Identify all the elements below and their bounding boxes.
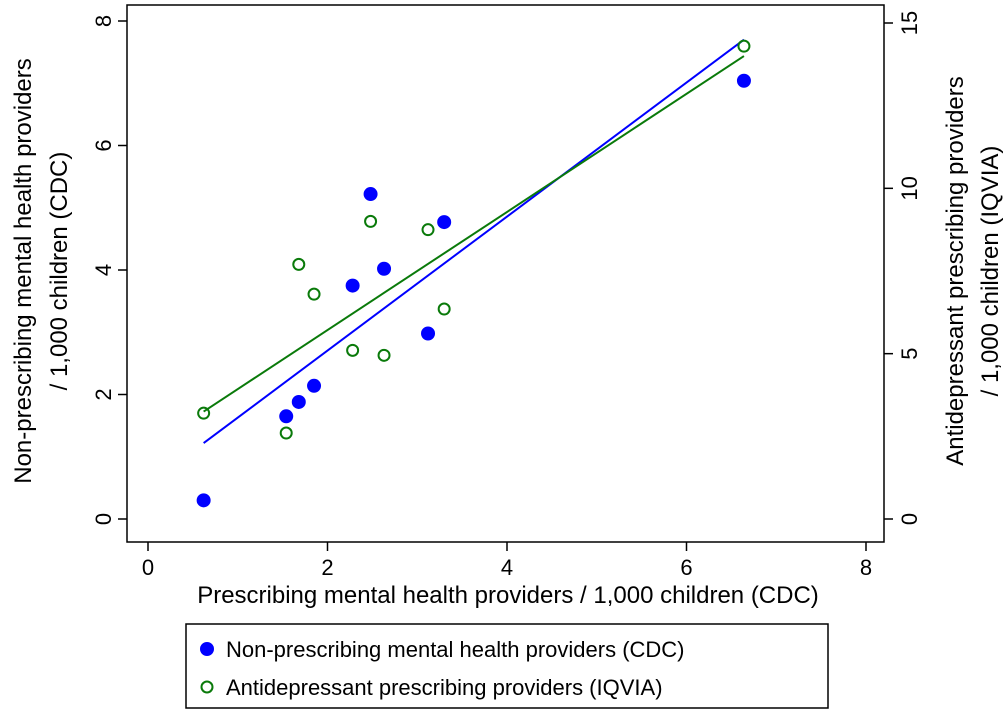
point-cdc bbox=[345, 278, 360, 293]
fit-line-cdc bbox=[203, 38, 745, 444]
x-tick-label: 4 bbox=[501, 555, 513, 580]
left-axis-ticks: 0 2 4 6 8 bbox=[91, 15, 127, 525]
x-tick-label: 8 bbox=[860, 555, 872, 580]
point-cdc bbox=[421, 326, 436, 341]
plot-frame bbox=[126, 4, 885, 543]
right-axis-title: Antidepressant prescribing providers / 1… bbox=[942, 76, 1003, 466]
left-axis-title-line2: / 1,000 children (CDC) bbox=[46, 152, 73, 391]
right-axis-title-line1: Antidepressant prescribing providers bbox=[942, 76, 969, 466]
fit-lines bbox=[203, 38, 745, 444]
left-axis-title-line1: Non-prescribing mental health providers bbox=[10, 58, 37, 484]
legend: Non-prescribing mental health providers … bbox=[185, 623, 829, 709]
point-iqvia bbox=[364, 214, 378, 228]
right-tick-label: 5 bbox=[897, 348, 922, 360]
point-iqvia bbox=[737, 39, 751, 53]
left-tick-label: 2 bbox=[91, 388, 116, 400]
x-axis-ticks: 0 2 4 6 8 bbox=[142, 542, 872, 580]
x-axis-title: Prescribing mental health providers / 1,… bbox=[197, 582, 819, 609]
left-tick-label: 0 bbox=[91, 513, 116, 525]
left-axis-title: Non-prescribing mental health providers … bbox=[10, 58, 73, 484]
x-tick-label: 6 bbox=[680, 555, 692, 580]
point-iqvia bbox=[346, 343, 360, 357]
right-axis-title-line2: / 1,000 children (IQVIA) bbox=[977, 146, 1003, 397]
point-cdc bbox=[279, 409, 294, 424]
right-tick-label: 15 bbox=[897, 11, 922, 35]
legend-marker-iqvia bbox=[200, 680, 214, 694]
legend-marker-cdc bbox=[200, 642, 214, 656]
point-iqvia bbox=[307, 287, 321, 301]
fit-line-iqvia bbox=[203, 55, 745, 413]
x-tick-label: 0 bbox=[142, 555, 154, 580]
point-iqvia bbox=[197, 406, 211, 420]
right-tick-label: 10 bbox=[897, 176, 922, 200]
point-iqvia bbox=[437, 302, 451, 316]
point-cdc bbox=[291, 394, 306, 409]
right-axis-ticks: 0 5 10 15 bbox=[884, 11, 922, 525]
point-iqvia bbox=[421, 223, 435, 237]
x-tick-label: 2 bbox=[321, 555, 333, 580]
legend-label-cdc: Non-prescribing mental health providers … bbox=[226, 637, 685, 662]
point-iqvia bbox=[279, 426, 293, 440]
point-iqvia bbox=[377, 348, 391, 362]
data-points bbox=[196, 39, 751, 508]
right-tick-label: 0 bbox=[897, 513, 922, 525]
point-cdc bbox=[196, 493, 211, 508]
left-tick-label: 8 bbox=[91, 15, 116, 27]
point-iqvia bbox=[292, 257, 306, 271]
point-cdc bbox=[377, 261, 392, 276]
legend-box bbox=[185, 623, 829, 709]
legend-label-iqvia: Antidepressant prescribing providers (IQ… bbox=[226, 675, 663, 700]
point-cdc bbox=[437, 215, 452, 230]
left-tick-label: 4 bbox=[91, 264, 116, 276]
point-cdc bbox=[736, 73, 751, 88]
left-tick-label: 6 bbox=[91, 139, 116, 151]
point-cdc bbox=[307, 378, 322, 393]
point-cdc bbox=[363, 187, 378, 202]
